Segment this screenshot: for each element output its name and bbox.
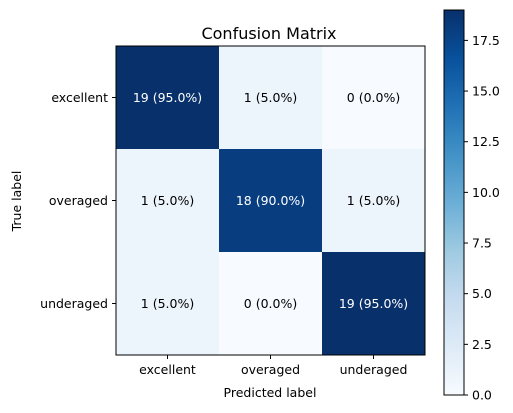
- colorbar-tick-label: 15.0: [472, 84, 500, 99]
- cell-value-label: 1 (5.0%): [347, 193, 400, 208]
- cell-value-label: 18 (90.0%): [236, 193, 305, 208]
- y-tick-label: underaged: [40, 296, 108, 311]
- x-axis-ticks: excellent overaged underaged: [139, 355, 407, 377]
- colorbar-tick-label: 12.5: [472, 134, 500, 149]
- cell-value-label: 1 (5.0%): [141, 296, 194, 311]
- colorbar-tick-label: 0.0: [472, 388, 492, 403]
- x-tick-label: excellent: [139, 362, 196, 377]
- colorbar: [443, 9, 465, 396]
- heatmap-cell: [116, 252, 220, 356]
- x-tick-label: overaged: [241, 362, 300, 377]
- cell-value-label: 19 (95.0%): [133, 90, 202, 105]
- colorbar-tick-label: 17.5: [472, 33, 500, 48]
- chart-title: Confusion Matrix: [201, 24, 336, 43]
- y-axis-ticks: excellent overaged underaged: [40, 90, 116, 311]
- colorbar-tick-label: 2.5: [472, 337, 492, 352]
- y-axis-label: True label: [9, 171, 24, 233]
- heatmap-cell: [219, 252, 323, 356]
- colorbar-ticks: 0.0 2.5 5.0 7.5 10.0 12.5 15.0 17.5: [464, 33, 500, 403]
- heatmap-cell: [322, 252, 426, 356]
- heatmap-cell: [322, 46, 426, 150]
- colorbar-tick-label: 10.0: [472, 185, 500, 200]
- colorbar-tick-label: 5.0: [472, 286, 492, 301]
- cell-value-label: 0 (0.0%): [347, 90, 400, 105]
- cell-value-label: 1 (5.0%): [244, 90, 297, 105]
- heatmap-cell: [116, 46, 220, 150]
- heatmap-cells: [116, 46, 426, 356]
- cell-value-label: 0 (0.0%): [244, 296, 297, 311]
- x-tick-label: underaged: [340, 362, 408, 377]
- heatmap-cell: [219, 149, 323, 253]
- cell-value-label: 19 (95.0%): [339, 296, 408, 311]
- y-tick-label: overaged: [49, 193, 108, 208]
- heatmap-cell: [219, 46, 323, 150]
- x-axis-label: Predicted label: [224, 385, 317, 400]
- heatmap-cell: [322, 149, 426, 253]
- y-tick-label: excellent: [51, 90, 108, 105]
- colorbar-tick-label: 7.5: [472, 236, 492, 251]
- heatmap-cell: [116, 149, 220, 253]
- cell-value-label: 1 (5.0%): [141, 193, 194, 208]
- heatmap-cell-labels: 19 (95.0%) 1 (5.0%) 0 (0.0%) 1 (5.0%) 18 (90…: [133, 90, 408, 311]
